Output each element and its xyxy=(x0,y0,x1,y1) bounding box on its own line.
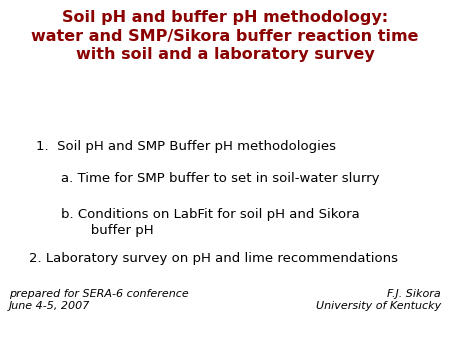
Text: b. Conditions on LabFit for soil pH and Sikora
       buffer pH: b. Conditions on LabFit for soil pH and … xyxy=(61,208,360,237)
Text: 1.  Soil pH and SMP Buffer pH methodologies: 1. Soil pH and SMP Buffer pH methodologi… xyxy=(36,140,336,153)
Text: F.J. Sikora
University of Kentucky: F.J. Sikora University of Kentucky xyxy=(316,289,441,311)
Text: 2. Laboratory survey on pH and lime recommendations: 2. Laboratory survey on pH and lime reco… xyxy=(29,252,398,265)
Text: prepared for SERA-6 conference
June 4-5, 2007: prepared for SERA-6 conference June 4-5,… xyxy=(9,289,189,311)
Text: Soil pH and buffer pH methodology:
water and SMP/Sikora buffer reaction time
wit: Soil pH and buffer pH methodology: water… xyxy=(31,10,419,62)
Text: a. Time for SMP buffer to set in soil-water slurry: a. Time for SMP buffer to set in soil-wa… xyxy=(61,172,379,185)
